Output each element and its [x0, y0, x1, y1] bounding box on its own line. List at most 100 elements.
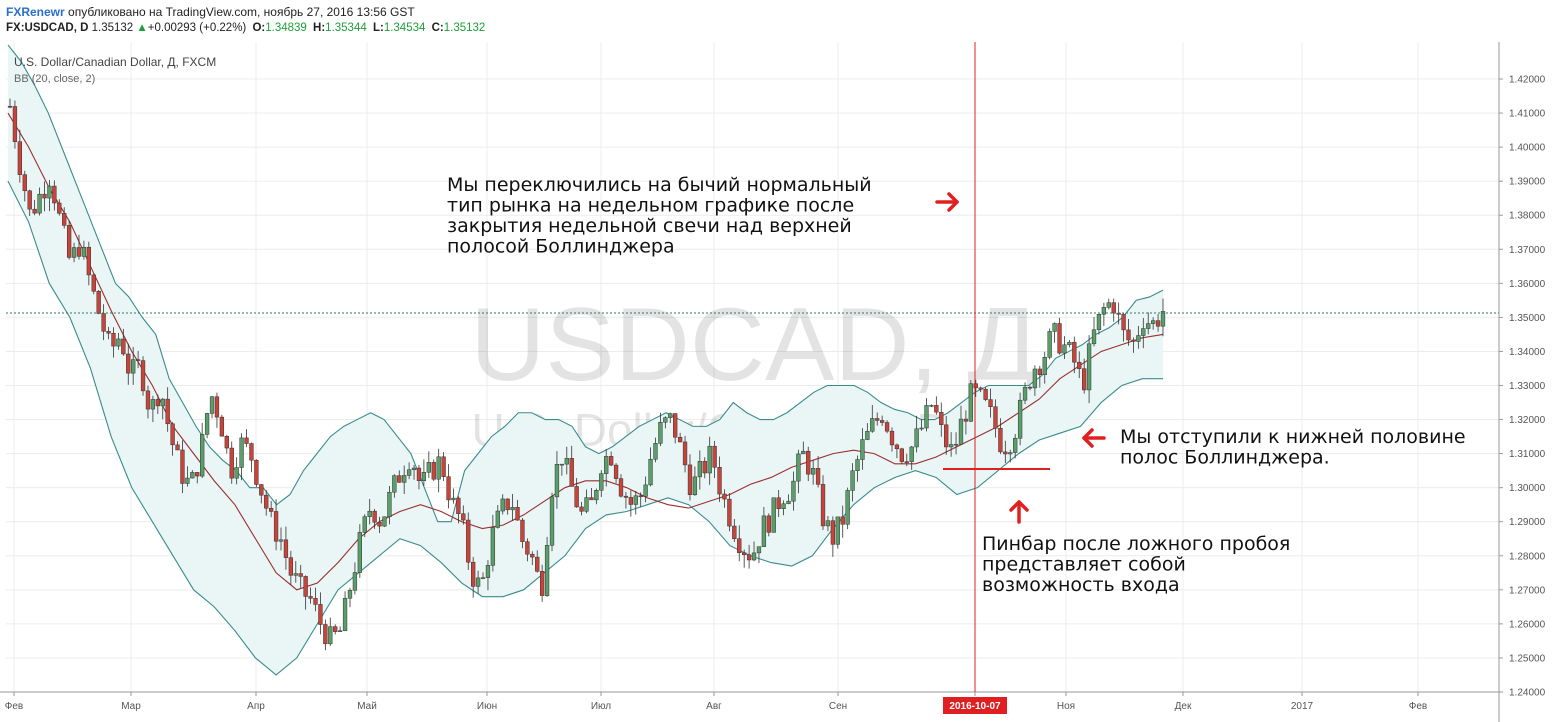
- candle-up: [781, 503, 786, 509]
- candle-up: [209, 396, 215, 414]
- candle-down: [988, 399, 993, 407]
- candle-up: [865, 430, 870, 440]
- candle-up: [1086, 343, 1092, 391]
- x-tick-label: Июл: [591, 701, 611, 712]
- y-tick-label: 1.35000: [1509, 313, 1546, 324]
- y-tick-label: 1.30000: [1509, 483, 1546, 494]
- candle-up: [958, 418, 964, 445]
- candle-down: [66, 225, 72, 258]
- symbol-label[interactable]: FX:USDCAD, D: [6, 22, 89, 34]
- candle-down: [830, 520, 836, 545]
- candle-up: [549, 496, 555, 546]
- publish-info: опубликовано на TradingView.com, ноябрь …: [68, 5, 415, 19]
- open-value: 1.34839: [265, 22, 307, 34]
- x-tick-label: Май: [357, 701, 377, 712]
- candle-down: [1037, 368, 1042, 375]
- right-arrow-icon: [935, 192, 959, 212]
- candle-down: [1077, 361, 1082, 369]
- candle-down: [170, 423, 175, 446]
- candle-up: [1052, 323, 1057, 332]
- y-tick-label: 1.37000: [1509, 245, 1546, 256]
- candle-up: [347, 590, 353, 599]
- candle-up: [554, 463, 560, 498]
- candle-down: [249, 443, 254, 461]
- candle-down: [628, 497, 633, 505]
- candle-down: [1003, 451, 1008, 455]
- candle-down: [195, 472, 200, 477]
- x-tick-label: Фев: [1409, 701, 1427, 712]
- candle-up: [633, 495, 638, 505]
- candle-down: [535, 556, 540, 572]
- candle-up: [342, 597, 348, 631]
- price-axis: [1499, 42, 1556, 722]
- x-tick-label: Авг: [706, 701, 722, 712]
- y-tick-label: 1.36000: [1509, 279, 1546, 290]
- candle-up: [653, 443, 658, 460]
- candle-up: [190, 472, 195, 479]
- candle-down: [840, 516, 845, 525]
- candle-down: [613, 464, 619, 479]
- y-tick-label: 1.33000: [1509, 381, 1546, 392]
- candle-down: [229, 447, 234, 479]
- candle-down: [155, 399, 160, 407]
- candle-up: [382, 516, 387, 527]
- candle-down: [303, 576, 308, 597]
- candle-up: [707, 445, 712, 474]
- candle-up: [1141, 328, 1146, 336]
- candle-up: [387, 491, 392, 518]
- low-label: L:: [372, 22, 384, 34]
- candle-down: [540, 571, 545, 596]
- candle-up: [914, 428, 919, 448]
- candle-up: [1062, 344, 1067, 354]
- candle-up: [160, 398, 165, 407]
- candle-down: [1057, 323, 1062, 354]
- candle-down: [638, 495, 643, 498]
- candle-up: [1096, 313, 1102, 330]
- candle-up: [796, 453, 801, 482]
- candle-up: [663, 417, 668, 423]
- candle-down: [520, 519, 525, 542]
- candle-down: [264, 494, 269, 509]
- candle-up: [751, 552, 757, 561]
- date-highlight-badge: [943, 697, 1007, 714]
- candle-up: [825, 520, 831, 527]
- candle-up: [559, 463, 565, 466]
- author-link[interactable]: FXRenewr: [6, 5, 65, 19]
- x-tick-label: Июн: [477, 701, 497, 712]
- candle-down: [456, 497, 461, 514]
- last-price: 1.35132: [91, 22, 134, 34]
- candle-up: [81, 246, 87, 257]
- candle-down: [140, 360, 146, 392]
- x-tick-label: Мар: [121, 701, 141, 712]
- candle-up: [131, 359, 136, 374]
- candle-down: [318, 604, 323, 625]
- candle-up: [1106, 302, 1111, 308]
- candle-down: [574, 486, 579, 508]
- candle-down: [298, 573, 303, 577]
- candle-up: [1067, 341, 1072, 346]
- bollinger-band-fill: [8, 44, 1163, 675]
- y-tick-label: 1.38000: [1509, 211, 1546, 222]
- candle-down: [525, 541, 530, 555]
- candle-up: [786, 500, 791, 505]
- candle-down: [934, 405, 939, 413]
- candle-up: [919, 427, 924, 430]
- candle-down: [998, 428, 1003, 453]
- y-tick-label: 1.26000: [1509, 619, 1546, 630]
- high-label: H:: [313, 22, 326, 34]
- candle-down: [993, 406, 998, 429]
- candle-down: [416, 467, 422, 482]
- candle-up: [71, 247, 77, 258]
- candle-down: [579, 506, 584, 512]
- candle-up: [811, 468, 816, 475]
- candle-down: [904, 461, 909, 463]
- candle-down: [515, 507, 520, 521]
- chart-header: FXRenewr опубликовано на TradingView.com…: [0, 0, 1556, 40]
- candle-up: [1146, 323, 1151, 329]
- candle-up: [278, 539, 284, 542]
- candle-up: [643, 484, 648, 497]
- candle-up: [1136, 335, 1141, 342]
- candle-up: [564, 458, 569, 465]
- candle-down: [677, 436, 683, 443]
